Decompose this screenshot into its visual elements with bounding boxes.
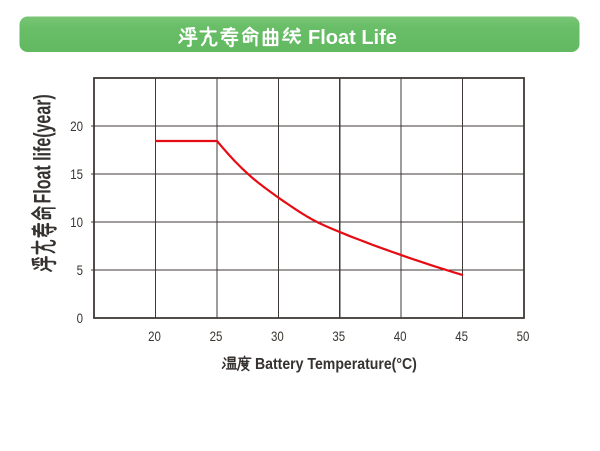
svg-text:20: 20 bbox=[70, 119, 83, 134]
svg-text:Battery Temperature(°C): Battery Temperature(°C) bbox=[255, 356, 417, 373]
svg-text:25: 25 bbox=[210, 329, 223, 344]
svg-text:45: 45 bbox=[455, 329, 468, 344]
svg-text:10: 10 bbox=[70, 215, 83, 230]
svg-text:30: 30 bbox=[271, 329, 284, 344]
svg-text:20: 20 bbox=[148, 329, 161, 344]
svg-text:0: 0 bbox=[77, 311, 83, 326]
svg-text:35: 35 bbox=[332, 329, 345, 344]
svg-text:Float life(year): Float life(year) bbox=[30, 94, 56, 203]
svg-text:Float Life: Float Life bbox=[308, 27, 397, 49]
svg-text:5: 5 bbox=[77, 263, 83, 278]
svg-text:40: 40 bbox=[394, 329, 407, 344]
svg-text:50: 50 bbox=[517, 329, 530, 344]
svg-text:15: 15 bbox=[70, 167, 83, 182]
